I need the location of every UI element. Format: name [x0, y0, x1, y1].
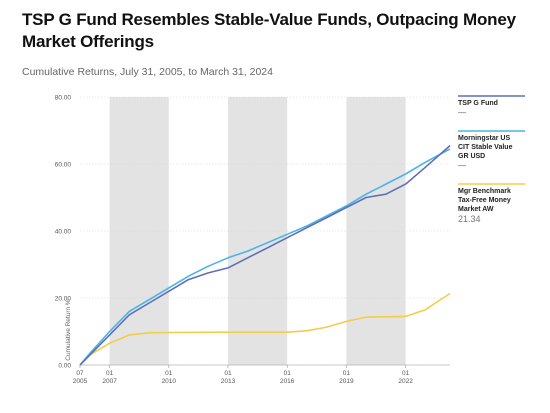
y-axis-label: Cumulative Return %	[65, 299, 72, 361]
y-tick-label: 40.00	[55, 229, 72, 236]
x-tick-month: 01	[343, 370, 351, 377]
y-axis-ticks: 80.00 60.00 40.00 20.00 0.00	[55, 95, 72, 370]
x-tick-year: 2022	[398, 378, 413, 385]
legend-value: —	[458, 108, 466, 117]
x-tick-year: 2019	[339, 378, 354, 385]
x-tick-month: 01	[284, 370, 292, 377]
x-tick-year: 2013	[221, 378, 236, 385]
x-tick-year: 2016	[280, 378, 295, 385]
legend-value: 21.34	[458, 214, 481, 224]
x-tick-month: 07	[76, 370, 84, 377]
y-tick-label: 0.00	[58, 363, 71, 370]
legend-label: Market AW	[458, 206, 494, 213]
legend-label: Tax-Free Money	[458, 197, 511, 204]
series-line-1	[79, 144, 451, 366]
x-axis-ticks: 0720050120070120100120130120160120190120…	[73, 365, 413, 385]
legend-label: CIT Stable Value	[458, 144, 513, 151]
chart-title: TSP G Fund Resembles Stable-Value Funds,…	[22, 10, 516, 51]
legend-label: Mgr Benchmark	[458, 188, 511, 195]
shaded-band-3	[346, 97, 406, 365]
x-tick-year: 2010	[162, 378, 177, 385]
series-lines	[79, 144, 451, 366]
legend-label: Morningstar US	[458, 135, 510, 142]
legend-label: GR USD	[458, 153, 485, 160]
series-line-2	[79, 148, 451, 366]
x-tick-month: 01	[224, 370, 232, 377]
chart-subtitle: Cumulative Returns, July 31, 2005, to Ma…	[22, 66, 273, 78]
y-tick-label: 80.00	[55, 95, 72, 102]
x-tick-month: 01	[402, 370, 410, 377]
series-line-3	[79, 292, 451, 366]
legend-value: —	[458, 161, 466, 170]
gridlines	[80, 96, 450, 366]
x-tick-year: 2005	[73, 378, 88, 385]
y-tick-label: 20.00	[55, 296, 72, 303]
legend-label: TSP G Fund	[458, 100, 498, 107]
y-tick-label: 60.00	[55, 162, 72, 169]
x-tick-month: 01	[165, 370, 173, 377]
x-tick-month: 01	[106, 370, 114, 377]
x-tick-year: 2007	[102, 378, 117, 385]
